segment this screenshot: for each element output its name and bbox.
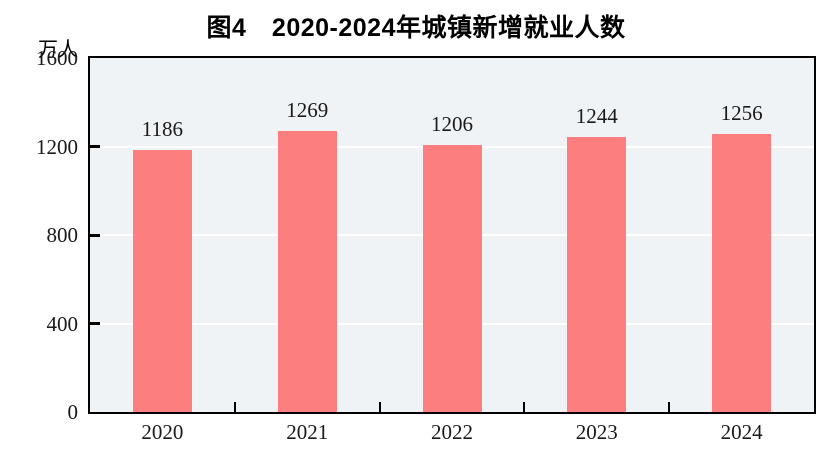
y-axis-unit-label: 万人 xyxy=(38,39,78,61)
bar-value-2020: 1186 xyxy=(141,116,183,141)
x-axis-tick-4 xyxy=(668,402,671,412)
x-axis-tick-2 xyxy=(378,402,381,412)
bar-value-2024: 1256 xyxy=(720,101,763,126)
bar-2024 xyxy=(712,134,772,412)
y-tick-label-800: 800 xyxy=(46,223,79,247)
y-tick-label-400: 400 xyxy=(46,311,79,336)
bar-value-2023: 1244 xyxy=(575,103,618,128)
x-label-2024: 2024 xyxy=(720,420,763,444)
x-label-2020: 2020 xyxy=(141,420,184,444)
plot-area: 1186 1269 1206 1244 1256 xyxy=(88,56,816,414)
y-axis-tick-400 xyxy=(90,322,100,325)
x-axis-tick-1 xyxy=(233,402,236,412)
chart-title: 图4 2020-2024年城镇新增就业人数 xyxy=(206,14,626,42)
y-axis-tick-800 xyxy=(90,233,100,237)
x-label-2022: 2022 xyxy=(431,420,473,444)
bar-2021 xyxy=(277,131,337,412)
bar-2023 xyxy=(567,136,627,412)
y-axis-tick-1200 xyxy=(90,145,100,148)
y-tick-label-1600: 1600 xyxy=(36,46,78,70)
bar-2022 xyxy=(422,145,482,412)
bar-value-2021: 1269 xyxy=(286,98,329,123)
bar-2020 xyxy=(132,149,192,412)
y-tick-label-0: 0 xyxy=(67,400,79,424)
x-label-2023: 2023 xyxy=(575,420,618,444)
bar-value-2022: 1206 xyxy=(431,112,473,137)
x-label-2021: 2021 xyxy=(286,420,329,444)
x-axis-tick-3 xyxy=(523,402,526,412)
y-tick-label-1200: 1200 xyxy=(36,134,78,159)
